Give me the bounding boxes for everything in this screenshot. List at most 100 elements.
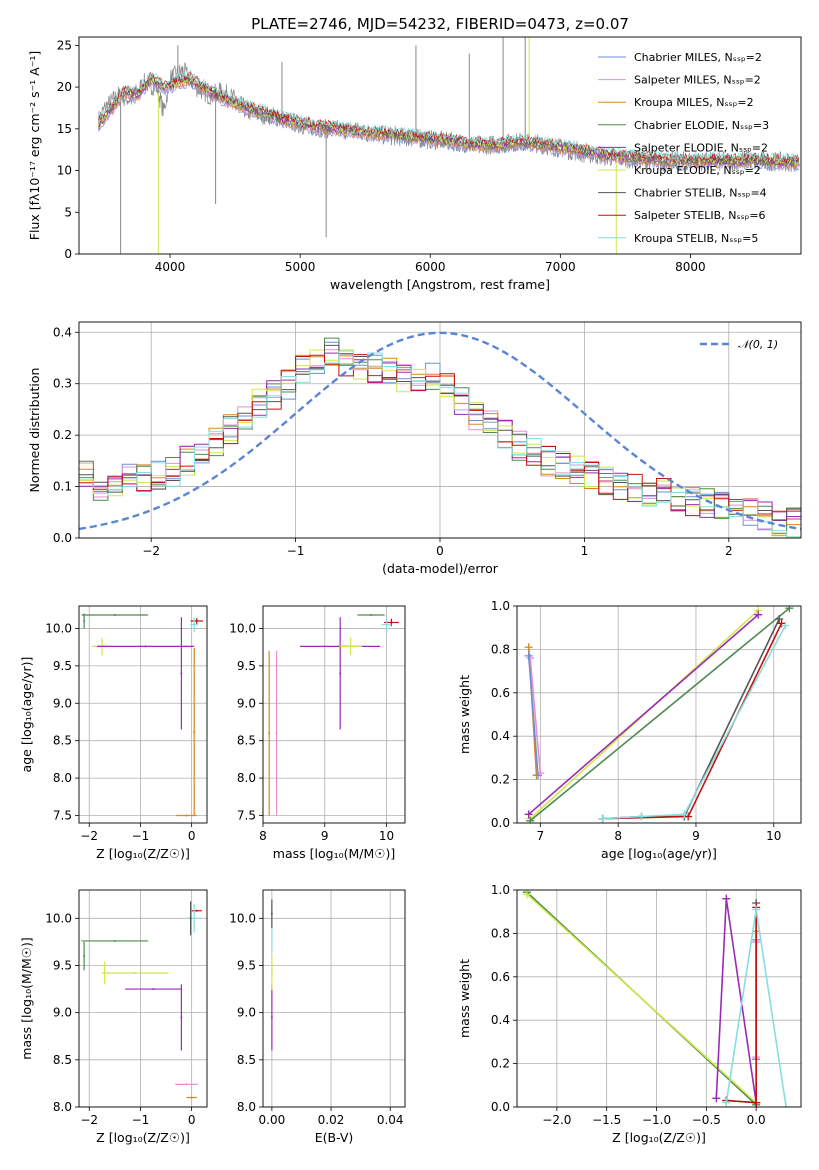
y-tick-label: 0.0: [491, 1100, 510, 1114]
x-tick-label: 1: [581, 544, 589, 558]
x-tick-label: 10: [766, 829, 781, 843]
axes-frame: [262, 605, 406, 824]
data-point: [270, 972, 273, 975]
panel-spectrum: 4000 5000 6000 7000 8000 0 5 10 15 20 25 wavelength…: [27, 15, 802, 292]
x-axis-label: E(B-V): [315, 1130, 354, 1145]
x-tick-label: 5000: [285, 260, 316, 274]
y-tick-label: 9.0: [53, 696, 72, 710]
y-tick-label: 0.2: [491, 773, 510, 787]
x-axis-label: (data-model)/error: [382, 561, 499, 576]
y-axis-label: Normed distribution: [27, 368, 42, 493]
y-tick-label: 0.2: [53, 428, 72, 442]
y-tick-label: 9.5: [53, 958, 72, 972]
data-point: [370, 613, 373, 616]
y-tick-label: 0: [64, 247, 72, 261]
series-line-kroupa-stelib: [602, 625, 787, 820]
plus-marker: [534, 771, 543, 780]
data-point: [83, 619, 86, 622]
legend-label: Salpeter MILES, Nₛₛₚ=2: [634, 74, 761, 87]
plus-marker: [775, 615, 784, 624]
x-tick-label: 10: [379, 829, 394, 843]
data-point: [270, 1016, 273, 1019]
y-tick-label: 9.0: [237, 1006, 256, 1020]
axes-frame: [78, 36, 802, 255]
y-axis-label: mass weight: [457, 959, 472, 1038]
y-tick-label: 8.5: [237, 734, 256, 748]
x-tick-label: −0.5: [692, 1113, 721, 1127]
plus-marker: [752, 1098, 761, 1107]
legend-label: Salpeter ELODIE, Nₛₛₚ=2: [634, 141, 768, 154]
x-tick-label: 9: [692, 829, 700, 843]
series-line-chabrier-miles: [527, 655, 539, 776]
y-axis-label: mass weight: [457, 675, 472, 754]
legend-label: Chabrier ELODIE, Nₛₛₚ=3: [634, 119, 769, 132]
data-point: [385, 623, 388, 626]
series-line-chabrier-elodie: [529, 607, 790, 822]
plot-area: [522, 890, 791, 1107]
data-point: [268, 732, 271, 735]
data-point: [195, 619, 198, 622]
axes-frame: [78, 889, 208, 1108]
legend-label: Chabrier STELIB, Nₛₛₚ=4: [634, 187, 767, 200]
legend-label: Kroupa MILES, Nₛₛₚ=2: [634, 96, 754, 109]
data-point: [103, 972, 106, 975]
y-tick-label: 10: [57, 164, 72, 178]
y-tick-label: 9.0: [237, 696, 256, 710]
plot-area: [270, 899, 273, 1051]
x-tick-label: 6000: [415, 260, 446, 274]
y-tick-label: 0.4: [491, 729, 510, 743]
y-tick-label: 8.5: [53, 1053, 72, 1067]
model-spectrum-kroupa-stelib: [98, 69, 800, 162]
data-point: [193, 730, 196, 733]
y-tick-label: 0.0: [53, 531, 72, 545]
y-tick-label: 20: [57, 80, 72, 94]
y-tick-label: 7.5: [53, 809, 72, 823]
panel-mass-vs-EBV: 0.00 0.02 0.04 8.0 8.5 9.0 9.5 10.0 E(B-V): [229, 889, 406, 1145]
plus-marker: [712, 1094, 721, 1103]
x-tick-label: 7000: [545, 260, 576, 274]
x-tick-label: 0.02: [318, 1113, 345, 1127]
data-point: [83, 955, 86, 958]
y-tick-label: 0.6: [491, 970, 510, 984]
data-point: [152, 988, 155, 991]
data-point: [180, 1016, 183, 1019]
x-tick-label: 0: [436, 544, 444, 558]
plot-area: [268, 613, 399, 816]
plot-area: [81, 901, 202, 1099]
x-tick-label: −1: [132, 1113, 150, 1127]
series-line-salpeter-stelib: [602, 623, 783, 820]
y-tick-label: 25: [57, 38, 72, 52]
y-tick-label: 9.5: [237, 659, 256, 673]
data-point: [390, 621, 393, 624]
data-point: [270, 912, 273, 915]
x-tick-label: 0: [188, 829, 196, 843]
plus-marker: [785, 606, 794, 613]
y-axis-label: Flux [fλ10⁻¹⁷ erg cm⁻² s⁻¹ A⁻¹]: [27, 51, 42, 240]
y-tick-label: 10.0: [45, 911, 72, 925]
plus-marker: [524, 651, 533, 660]
plus-marker: [637, 812, 646, 821]
y-tick-label: 0.4: [491, 1013, 510, 1027]
plus-marker: [722, 894, 731, 903]
y-axis-label: mass [log₁₀(M/M☉)]: [19, 937, 34, 1059]
x-tick-label: 0: [188, 1113, 196, 1127]
data-point: [144, 645, 147, 648]
y-tick-label: 9.0: [53, 1006, 72, 1020]
data-point: [185, 814, 188, 817]
y-tick-label: 1.0: [491, 599, 510, 613]
x-tick-label: 8000: [675, 260, 706, 274]
y-tick-label: 8.0: [237, 771, 256, 785]
x-tick-label: −2: [80, 829, 98, 843]
legend-label: 𝒩(0, 1): [738, 338, 778, 351]
plot-area: [524, 606, 794, 823]
y-tick-label: 0.6: [491, 686, 510, 700]
y-tick-label: 15: [57, 122, 72, 136]
x-axis-label: Z [log₁₀(Z/Z☉)]: [96, 1130, 190, 1145]
y-tick-label: 7.5: [237, 809, 256, 823]
y-tick-label: 0.1: [53, 480, 72, 494]
residual-histogram-salpeter-stelib: [79, 354, 801, 517]
data-point: [195, 909, 198, 912]
plus-marker: [754, 610, 763, 619]
plus-marker: [524, 810, 533, 819]
